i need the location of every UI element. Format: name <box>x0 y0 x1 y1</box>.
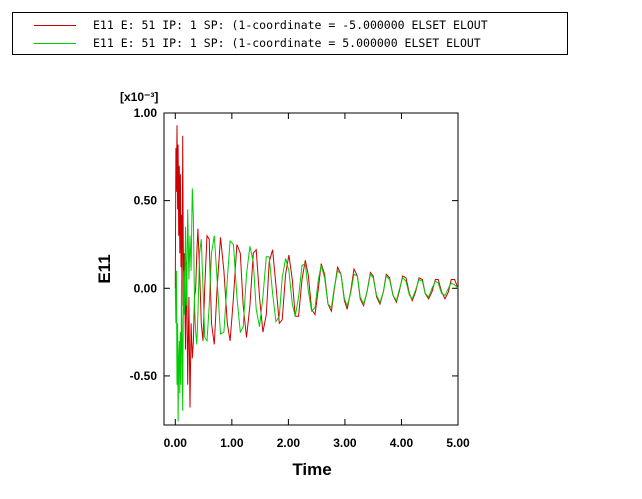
x-tick-label: 1.00 <box>220 436 244 450</box>
legend-swatch-1 <box>34 25 76 26</box>
legend-entry-2: E11 E: 51 IP: 1 SP: (1-coordinate = 5.00… <box>13 35 567 53</box>
legend-label-2: E11 E: 51 IP: 1 SP: (1-coordinate = 5.00… <box>93 36 481 50</box>
y-tick-label: -0.50 <box>130 369 158 383</box>
x-tick-label: 2.00 <box>277 436 301 450</box>
series-line-1 <box>174 125 459 408</box>
y-axis-label: E11 <box>95 254 114 283</box>
x-axis-label: Time <box>292 460 331 479</box>
x-tick-label: 3.00 <box>333 436 357 450</box>
legend-entry-1: E11 E: 51 IP: 1 SP: (1-coordinate = -5.0… <box>13 17 567 35</box>
series-line-2 <box>174 188 459 422</box>
y-multiplier: [x10⁻³] <box>120 90 158 104</box>
plot-frame <box>163 112 459 426</box>
legend-label-1: E11 E: 51 IP: 1 SP: (1-coordinate = -5.0… <box>93 18 488 32</box>
y-tick-label: 1.00 <box>134 106 158 120</box>
x-tick-label: 0.00 <box>164 436 188 450</box>
x-tick-label: 5.00 <box>446 436 470 450</box>
y-tick-label: 0.00 <box>134 281 158 295</box>
legend: E11 E: 51 IP: 1 SP: (1-coordinate = -5.0… <box>12 12 568 55</box>
y-tick-label: 0.50 <box>134 194 158 208</box>
legend-swatch-2 <box>34 43 76 44</box>
x-tick-label: 4.00 <box>390 436 414 450</box>
